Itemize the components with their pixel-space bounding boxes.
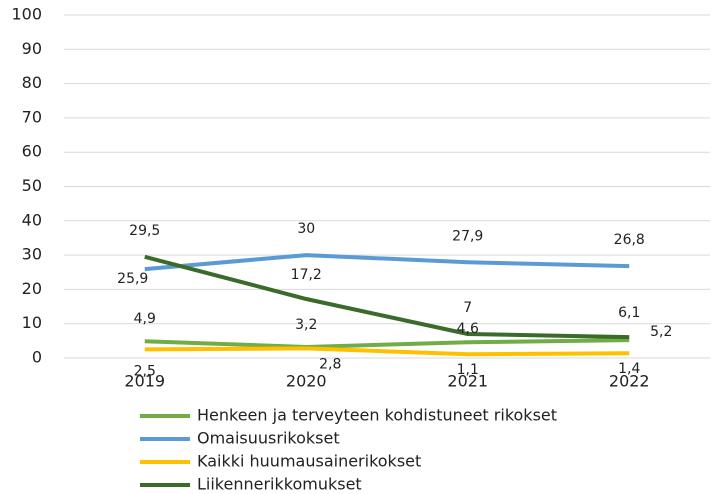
data-label: 2,5: [134, 363, 156, 379]
x-tick-label: 2022: [609, 372, 650, 391]
y-tick-label: 30: [22, 245, 42, 264]
data-label: 30: [297, 221, 315, 237]
x-tick-label: 2021: [447, 372, 488, 391]
y-tick-label: 100: [11, 5, 42, 24]
data-label: 2,8: [319, 356, 341, 372]
y-tick-label: 50: [22, 176, 42, 195]
data-label: 27,9: [452, 228, 483, 244]
y-tick-label: 90: [22, 39, 42, 58]
y-tick-label: 0: [32, 348, 42, 367]
y-tick-label: 70: [22, 107, 42, 126]
legend-label: Omaisuusrikokset: [197, 429, 340, 448]
y-tick-label: 40: [22, 210, 42, 229]
y-tick-label: 10: [22, 313, 42, 332]
x-tick-label: 2019: [124, 372, 165, 391]
data-label: 29,5: [129, 223, 160, 239]
data-label: 6,1: [618, 305, 640, 321]
y-tick-label: 80: [22, 73, 42, 92]
data-label: 26,8: [614, 232, 645, 248]
series-line: [144, 346, 630, 357]
data-label: 4,6: [457, 321, 479, 337]
series-line: [144, 338, 630, 350]
legend-label: Liikennerikkomukset: [197, 475, 362, 494]
series-line: [144, 253, 630, 272]
x-tick-label: 2020: [286, 372, 327, 391]
y-tick-label: 60: [22, 142, 42, 161]
data-label: 17,2: [291, 267, 322, 283]
series-line: [144, 254, 630, 340]
y-tick-label: 20: [22, 279, 42, 298]
data-label: 5,2: [650, 324, 672, 340]
data-label: 1,1: [457, 362, 479, 378]
data-label: 1,4: [618, 361, 640, 377]
legend-label: Kaikki huumausainerikokset: [197, 452, 421, 471]
legend-label: Henkeen ja terveyteen kohdistuneet rikok…: [197, 406, 557, 425]
data-label: 3,2: [295, 317, 317, 333]
data-label: 25,9: [117, 271, 148, 287]
data-label: 7: [463, 300, 472, 316]
data-label: 4,9: [134, 311, 156, 327]
